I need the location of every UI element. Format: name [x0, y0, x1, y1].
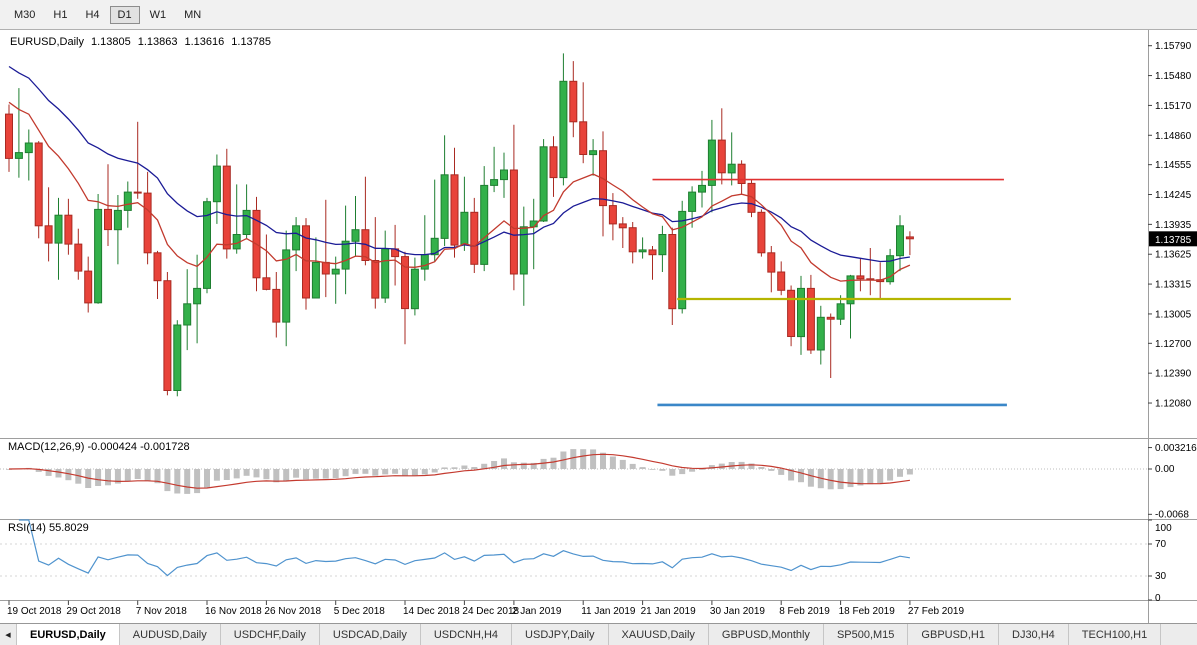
tab-tech100-h1[interactable]: TECH100,H1 — [1068, 624, 1162, 645]
svg-text:1.13315: 1.13315 — [1155, 280, 1192, 291]
svg-text:1.14555: 1.14555 — [1155, 160, 1192, 171]
svg-text:27 Feb 2019: 27 Feb 2019 — [908, 606, 965, 617]
timeframe-w1-button[interactable]: W1 — [142, 6, 175, 24]
rsi-line — [18, 519, 910, 577]
tab-audusd-daily[interactable]: AUDUSD,Daily — [119, 624, 221, 645]
svg-text:26 Nov 2018: 26 Nov 2018 — [264, 606, 321, 617]
svg-text:1.12080: 1.12080 — [1155, 399, 1192, 410]
svg-text:-0.0068: -0.0068 — [1155, 509, 1189, 520]
svg-text:70: 70 — [1155, 539, 1167, 550]
svg-text:1.15480: 1.15480 — [1155, 71, 1192, 82]
tab-gbpusd-monthly[interactable]: GBPUSD,Monthly — [708, 624, 824, 645]
symbol-tabbar: ◀ EURUSD,Daily AUDUSD,Daily USDCHF,Daily… — [0, 623, 1197, 645]
svg-text:19 Oct 2018: 19 Oct 2018 — [7, 606, 62, 617]
svg-text:11 Jan 2019: 11 Jan 2019 — [581, 606, 636, 617]
tab-usdcnh-h4[interactable]: USDCNH,H4 — [420, 624, 513, 645]
svg-text:0.003216: 0.003216 — [1155, 443, 1197, 454]
tab-scroll-left-icon[interactable]: ◀ — [0, 624, 17, 645]
tab-usdjpy-daily[interactable]: USDJPY,Daily — [512, 624, 609, 645]
tab-usdcad-daily[interactable]: USDCAD,Daily — [319, 624, 421, 645]
svg-text:2 Jan 2019: 2 Jan 2019 — [512, 606, 562, 617]
svg-text:1.14245: 1.14245 — [1155, 190, 1192, 201]
svg-text:1.14860: 1.14860 — [1155, 131, 1192, 142]
svg-text:16 Nov 2018: 16 Nov 2018 — [205, 606, 262, 617]
macd-signal-line — [8, 453, 910, 489]
svg-text:18 Feb 2019: 18 Feb 2019 — [839, 606, 896, 617]
ma-fast-line — [8, 101, 911, 282]
svg-text:5 Dec 2018: 5 Dec 2018 — [334, 606, 386, 617]
price-chart-svg[interactable]: 1.15790 1.15480 1.15170 1.14860 1.14555 1.142… — [0, 30, 1197, 623]
svg-text:1.13005: 1.13005 — [1155, 309, 1192, 320]
timeframe-toolbar: M30 H1 H4 D1 W1 MN — [0, 0, 1197, 30]
svg-text:1.12700: 1.12700 — [1155, 339, 1192, 350]
svg-text:1.15170: 1.15170 — [1155, 101, 1192, 112]
timeframe-d1-button[interactable]: D1 — [109, 5, 140, 24]
svg-text:29 Oct 2018: 29 Oct 2018 — [66, 606, 121, 617]
svg-text:24 Dec 2018: 24 Dec 2018 — [462, 606, 519, 617]
tab-xauusd-daily[interactable]: XAUUSD,Daily — [608, 624, 709, 645]
svg-text:30 Jan 2019: 30 Jan 2019 — [710, 606, 765, 617]
tab-dj30-h4[interactable]: DJ30,H4 — [999, 624, 1069, 645]
timeframe-m30-button[interactable]: M30 — [6, 6, 43, 24]
timeframe-h1-button[interactable]: H1 — [45, 6, 75, 24]
svg-text:1.12390: 1.12390 — [1155, 369, 1192, 380]
svg-text:7 Nov 2018: 7 Nov 2018 — [136, 606, 188, 617]
svg-text:1.13935: 1.13935 — [1155, 220, 1192, 231]
svg-text:1.15790: 1.15790 — [1155, 41, 1192, 52]
date-axis-labels: 19 Oct 2018 29 Oct 2018 7 Nov 2018 16 Nov 2… — [7, 600, 965, 617]
price-axis-labels: 1.15790 1.15480 1.15170 1.14860 1.14555 1.142… — [1148, 41, 1192, 410]
svg-text:8 Feb 2019: 8 Feb 2019 — [779, 606, 830, 617]
svg-text:1.13785: 1.13785 — [1155, 235, 1192, 246]
timeframe-h4-button[interactable]: H4 — [77, 6, 107, 24]
svg-text:14 Dec 2018: 14 Dec 2018 — [403, 606, 460, 617]
candles — [5, 53, 914, 397]
chart-area[interactable]: 1.15790 1.15480 1.15170 1.14860 1.14555 1.142… — [0, 30, 1197, 623]
svg-text:0: 0 — [1155, 593, 1161, 604]
svg-text:1.13625: 1.13625 — [1155, 250, 1192, 261]
timeframe-mn-button[interactable]: MN — [176, 6, 209, 24]
tab-eurusd-daily[interactable]: EURUSD,Daily — [17, 624, 120, 645]
svg-text:0.00: 0.00 — [1155, 464, 1175, 475]
current-price-badge: 1.13785 — [1149, 231, 1197, 247]
tab-usdchf-daily[interactable]: USDCHF,Daily — [220, 624, 320, 645]
svg-text:100: 100 — [1155, 523, 1172, 534]
svg-text:21 Jan 2019: 21 Jan 2019 — [641, 606, 696, 617]
svg-text:30: 30 — [1155, 571, 1167, 582]
tab-sp500-m15[interactable]: SP500,M15 — [823, 624, 909, 645]
tab-gbpusd-h1[interactable]: GBPUSD,H1 — [908, 624, 999, 645]
